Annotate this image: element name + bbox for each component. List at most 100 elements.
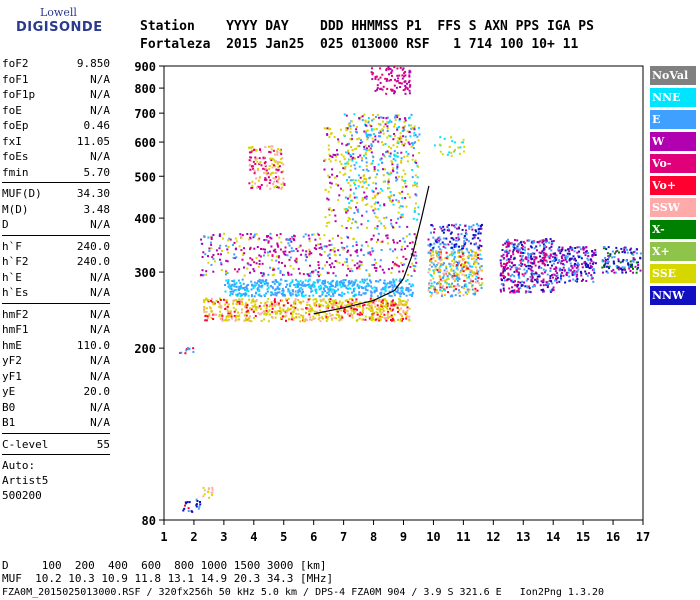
echo-point — [430, 254, 433, 257]
echo-point — [393, 90, 396, 93]
echo-point — [572, 278, 575, 281]
echo-point — [513, 270, 516, 273]
echo-point — [360, 139, 362, 142]
echo-point — [441, 295, 443, 297]
echo-point — [543, 271, 546, 274]
echo-point — [439, 278, 442, 281]
x-tick-label: 15 — [576, 530, 590, 544]
echo-point — [513, 243, 516, 246]
x-tick-label: 14 — [546, 530, 560, 544]
echo-point — [263, 294, 266, 296]
echo-point — [297, 294, 300, 297]
echo-point — [282, 181, 285, 184]
echo-point — [349, 303, 351, 306]
echo-point — [506, 267, 509, 269]
echo-point — [509, 291, 512, 294]
echo-point — [271, 286, 274, 289]
echo-point — [309, 275, 312, 278]
echo-point — [590, 275, 593, 278]
echo-point — [326, 133, 329, 136]
echo-point — [359, 154, 362, 157]
echo-point — [250, 301, 253, 304]
echo-point — [355, 126, 358, 128]
echo-point — [417, 165, 420, 168]
echo-point — [475, 258, 478, 261]
echo-point — [354, 183, 356, 186]
echo-point — [247, 311, 250, 314]
echo-point — [372, 114, 375, 116]
echo-point — [401, 289, 404, 292]
echo-point — [365, 285, 368, 288]
echo-point — [409, 265, 412, 268]
echo-point — [267, 176, 270, 179]
echo-point — [527, 285, 530, 288]
param-name: B0 — [2, 400, 16, 414]
echo-point — [401, 68, 404, 71]
echo-point — [479, 253, 481, 256]
echo-point — [458, 278, 461, 281]
echo-point — [379, 129, 382, 132]
echo-point — [454, 294, 457, 297]
echo-point — [364, 120, 367, 123]
echo-point — [529, 256, 532, 259]
echo-point — [612, 268, 615, 271]
echo-point — [273, 186, 276, 189]
echo-point — [370, 143, 373, 146]
echo-point — [457, 146, 460, 149]
echo-point — [510, 290, 513, 293]
echo-point — [471, 288, 474, 291]
echo-point — [379, 310, 382, 313]
echo-point — [429, 245, 431, 248]
echo-point — [317, 285, 320, 288]
echo-point — [474, 229, 477, 232]
param-row: MUF(D) 34.30 — [2, 186, 110, 202]
echo-point — [279, 158, 282, 161]
echo-point — [351, 218, 354, 221]
echo-point — [475, 266, 477, 269]
echo-point — [437, 271, 440, 273]
echo-point — [335, 155, 338, 158]
echo-point — [394, 118, 397, 121]
echo-point — [245, 310, 248, 313]
echo-point — [350, 297, 353, 300]
echo-point — [358, 145, 361, 148]
echo-point — [392, 299, 394, 302]
echo-point — [410, 127, 413, 130]
echo-point — [391, 267, 394, 270]
echo-point — [253, 233, 256, 236]
echo-point — [229, 314, 232, 317]
echo-point — [331, 280, 334, 283]
echo-point — [462, 270, 465, 273]
echo-point — [352, 245, 355, 248]
echo-point — [315, 292, 318, 294]
echo-point — [560, 274, 562, 277]
echo-point — [414, 159, 417, 162]
echo-point — [591, 255, 594, 258]
echo-point — [385, 92, 388, 95]
echo-point — [402, 135, 405, 138]
echo-point — [454, 285, 457, 287]
echo-point — [207, 490, 209, 493]
echo-point — [345, 211, 348, 214]
echo-point — [470, 249, 472, 252]
echo-point — [349, 188, 352, 191]
echo-point — [625, 271, 627, 274]
echo-point — [348, 218, 351, 221]
echo-point — [463, 258, 466, 261]
echo-point — [438, 280, 441, 283]
echo-point — [399, 192, 402, 195]
echo-point — [388, 119, 391, 122]
echo-point — [276, 151, 279, 154]
echo-point — [621, 271, 624, 274]
echo-point — [243, 252, 246, 255]
echo-point — [390, 222, 393, 225]
echo-point — [446, 275, 449, 278]
echo-point — [391, 163, 394, 166]
echo-point — [295, 312, 298, 315]
echo-point — [246, 233, 249, 235]
echo-point — [382, 116, 385, 119]
echo-point — [555, 266, 558, 269]
echo-point — [375, 311, 378, 314]
echo-point — [275, 287, 278, 290]
echo-point — [395, 199, 398, 202]
